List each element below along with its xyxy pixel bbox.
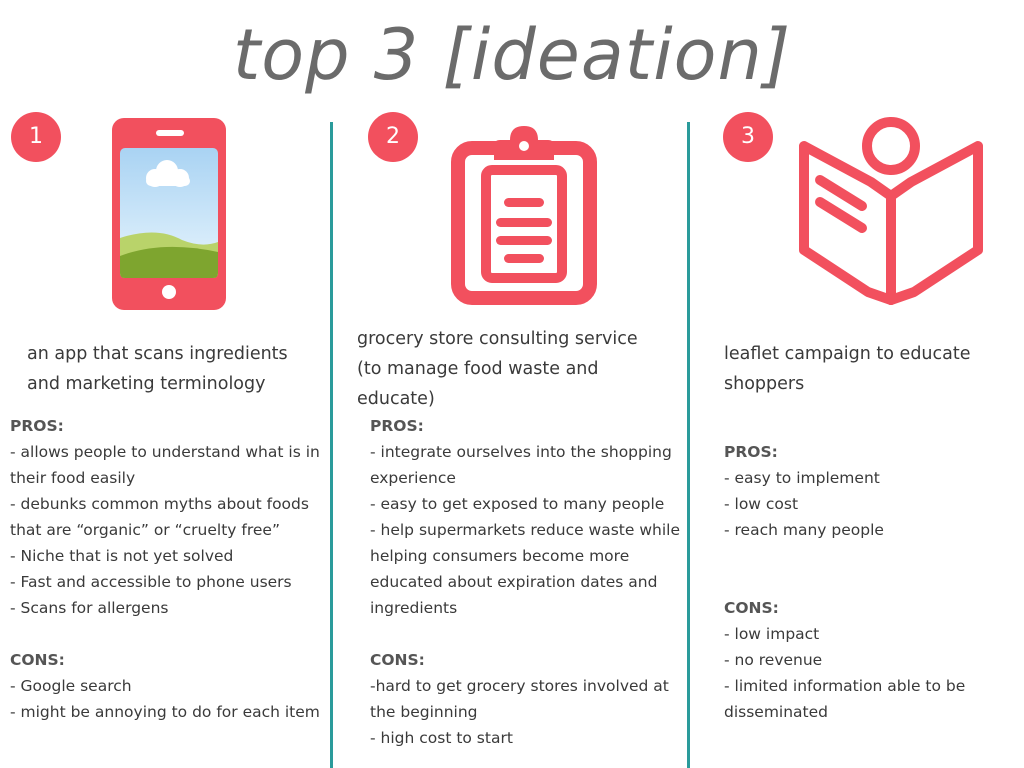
- idea-number-badge-2: 2: [368, 112, 418, 162]
- page-title: top 3 [ideation]: [232, 14, 792, 96]
- description-line: educate): [357, 389, 435, 409]
- cons-item: - low impact: [724, 625, 820, 643]
- column-divider-2: [687, 122, 690, 768]
- cons-label: CONS:: [724, 599, 779, 617]
- pros-label: PROS:: [10, 417, 64, 435]
- cons-item: - no revenue: [724, 651, 823, 669]
- clipboard-icon: [448, 122, 600, 310]
- pros-item: - reach many people: [724, 521, 884, 539]
- column-divider-1: [330, 122, 333, 768]
- cons-label: CONS:: [10, 651, 65, 669]
- pros-item: - integrate ourselves into the shopping …: [370, 443, 672, 487]
- idea-number-badge-1: 1: [11, 112, 61, 162]
- cons-item: - limited information able to be dissemi…: [724, 677, 966, 721]
- pros-item: - easy to get exposed to many people: [370, 495, 665, 513]
- idea-description-3: leaflet campaign to educate shoppers: [724, 339, 1014, 399]
- pros-item: - easy to implement: [724, 469, 880, 487]
- pros-item: - low cost: [724, 495, 799, 513]
- pros-item: - allows people to understand what is in…: [10, 443, 320, 487]
- reading-book-icon: [796, 116, 986, 312]
- pros-cons-3: PROS: - easy to implement - low cost - r…: [724, 439, 1014, 725]
- pros-item: - debunks common myths about foods that …: [10, 495, 309, 539]
- description-line: shoppers: [724, 374, 805, 394]
- cons-item: - might be annoying to do for each item: [10, 703, 320, 721]
- pros-item: - help supermarkets reduce waste while h…: [370, 521, 680, 617]
- cons-item: - high cost to start: [370, 729, 513, 747]
- description-line: (to manage food waste and: [357, 359, 599, 379]
- pros-cons-1: PROS: - allows people to understand what…: [10, 413, 322, 725]
- description-line: and marketing terminology: [27, 374, 266, 394]
- description-line: grocery store consulting service: [357, 329, 638, 349]
- cons-item: -hard to get grocery stores involved at …: [370, 677, 669, 721]
- pros-label: PROS:: [724, 443, 778, 461]
- smartphone-icon: [112, 118, 226, 314]
- cons-item: - Google search: [10, 677, 132, 695]
- description-line: an app that scans ingredients: [27, 344, 288, 364]
- pros-item: - Niche that is not yet solved: [10, 547, 234, 565]
- idea-description-1: an app that scans ingredients and market…: [27, 339, 327, 399]
- pros-item: - Fast and accessible to phone users: [10, 573, 292, 591]
- idea-number-badge-3: 3: [723, 112, 773, 162]
- pros-label: PROS:: [370, 417, 424, 435]
- pros-cons-2: PROS: - integrate ourselves into the sho…: [370, 413, 682, 751]
- pros-item: - Scans for allergens: [10, 599, 169, 617]
- idea-description-2: grocery store consulting service (to man…: [357, 324, 677, 414]
- cons-label: CONS:: [370, 651, 425, 669]
- description-line: leaflet campaign to educate: [724, 344, 971, 364]
